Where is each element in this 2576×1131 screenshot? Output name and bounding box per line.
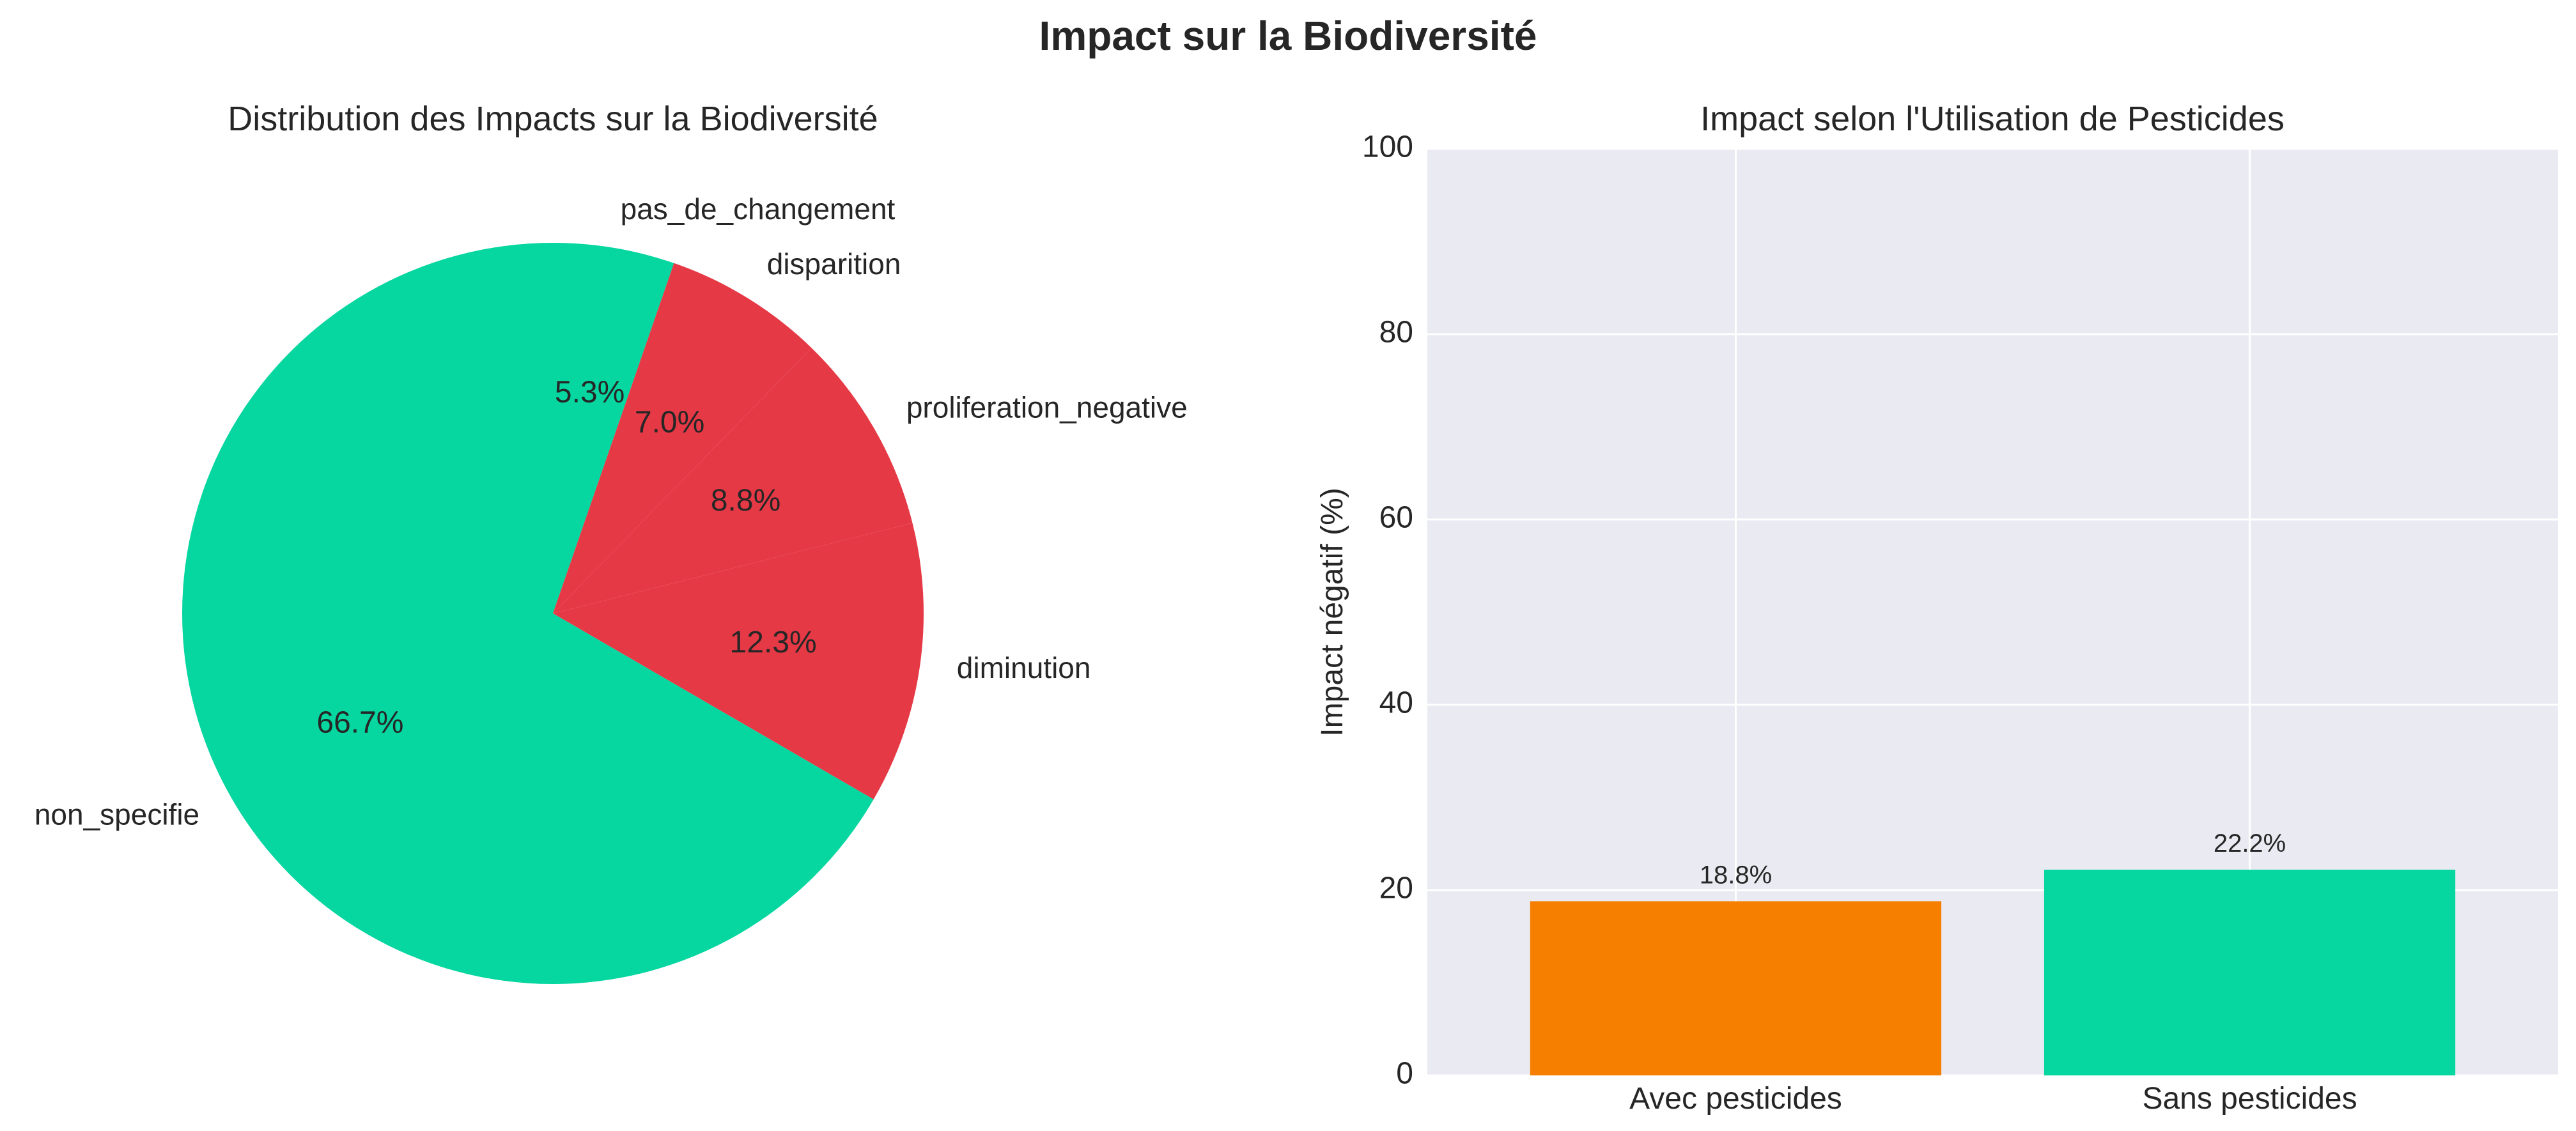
pie-label-pas-de-changement: pas_de_changement [621,192,896,226]
pie-label-proliferation-negative: proliferation_negative [906,391,1188,424]
pie-label-non-specifie: non_specifie [35,798,199,831]
bar-chart-title: Impact selon l'Utilisation de Pesticides [1700,100,2285,138]
pie-slice-disparition [553,263,812,613]
pie-pct-pas-de-changement: 5.3% [555,375,625,409]
pie-pct-disparition: 7.0% [635,405,704,439]
pie-chart-title: Distribution des Impacts sur la Biodiver… [228,100,878,138]
bar-value-labels: 18.8% 22.2% [1700,829,2286,889]
pie-label-diminution: diminution [957,651,1091,684]
y-tick-labels: 0 20 40 60 80 100 [1362,130,1413,1091]
bar-chart: Impact selon l'Utilisation de Pesticides… [1315,100,2558,1116]
y-tick-label: 60 [1379,501,1413,535]
bar-value-label-sans-pesticides: 22.2% [2214,829,2286,858]
y-tick-label: 100 [1362,130,1413,164]
x-tick-label-avec-pesticides: Avec pesticides [1629,1082,1842,1116]
bar-value-label-avec-pesticides: 18.8% [1700,861,1772,889]
pie-slice-diminution [553,523,924,800]
bar-avec-pesticides [1530,901,1942,1075]
y-tick-label: 20 [1379,872,1413,905]
y-tick-label: 40 [1379,686,1413,720]
y-tick-label: 0 [1396,1057,1413,1091]
figure-title: Impact sur la Biodiversité [1039,13,1537,59]
y-tick-label: 80 [1379,316,1413,350]
pie-slice-non-specifie [182,243,874,984]
bars [1530,870,2456,1075]
y-axis-label: Impact négatif (%) [1315,488,1349,736]
pie-pct-proliferation-negative: 8.8% [711,484,780,518]
x-tick-label-sans-pesticides: Sans pesticides [2142,1082,2357,1116]
pie-pct-diminution: 12.3% [730,626,817,659]
pie-labels: pas_de_changement 5.3% disparition 7.0% prol… [35,192,1188,831]
pie-label-disparition: disparition [767,247,901,281]
pie-slices [182,243,924,984]
pie-chart: Distribution des Impacts sur la Biodiver… [35,100,1188,984]
pie-slice-proliferation-negative [553,348,913,613]
x-tick-labels: Avec pesticides Sans pesticides [1629,1082,2357,1116]
pie-pct-non-specifie: 66.7% [316,705,403,739]
bar-sans-pesticides [2044,870,2456,1075]
pie-slice-pas-de-changement [553,243,674,613]
